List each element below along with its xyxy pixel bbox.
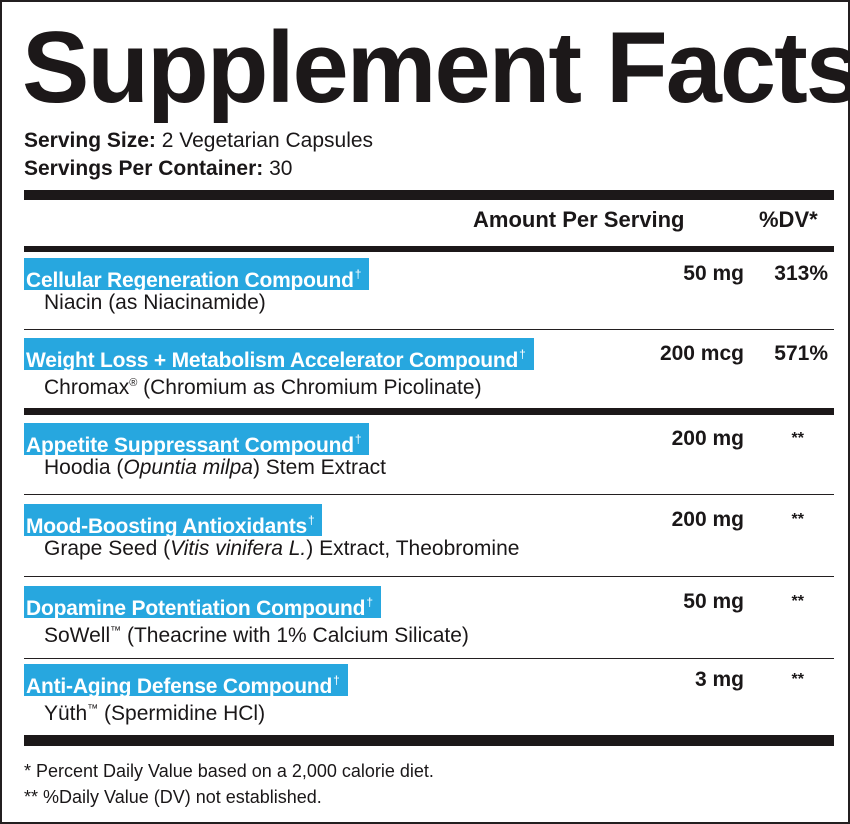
compound-label: Weight Loss + Metabolism Accelerator Com… bbox=[26, 349, 519, 372]
row-divider bbox=[24, 658, 834, 659]
amount-value: 200 mg bbox=[671, 427, 744, 450]
daily-value: ** bbox=[791, 671, 804, 688]
ingredient-text: ) Extract, Theobromine bbox=[306, 537, 520, 560]
ingredient-text: Chromax bbox=[44, 376, 130, 399]
botanical-name: Vitis vinifera L. bbox=[170, 537, 307, 560]
amount-per-serving-header: Amount Per Serving bbox=[473, 207, 685, 232]
section-thick-rule bbox=[24, 408, 834, 415]
servings-per-container-value: 30 bbox=[263, 157, 293, 180]
dagger-mark: † bbox=[354, 267, 362, 281]
row-divider bbox=[24, 329, 834, 330]
ingredient-text: Niacin (as Niacinamide) bbox=[44, 291, 266, 314]
panel-title: Supplement Facts bbox=[22, 12, 850, 124]
compound-name: Appetite Suppressant Compound† bbox=[24, 423, 370, 457]
dagger-mark: † bbox=[333, 673, 340, 687]
ingredient-text: (Theacrine with 1% Calcium Silicate) bbox=[121, 624, 469, 647]
botanical-name: Opuntia milpa bbox=[123, 456, 253, 479]
dagger-mark: † bbox=[307, 513, 315, 527]
ingredient-text: Grape Seed ( bbox=[44, 537, 171, 560]
serving-size-label: Serving Size: bbox=[24, 129, 156, 152]
trademark-mark: ™ bbox=[110, 625, 122, 637]
compound-name: Weight Loss + Metabolism Accelerator Com… bbox=[24, 338, 534, 372]
servings-per-container: Servings Per Container: 30 bbox=[24, 156, 292, 182]
compound-label: Appetite Suppressant Compound bbox=[26, 434, 354, 457]
dagger-mark: † bbox=[354, 432, 362, 446]
compound-label: Cellular Regeneration Compound bbox=[26, 269, 354, 292]
ingredient-text: ) Stem Extract bbox=[252, 456, 386, 479]
ingredient-detail: Grape Seed (Vitis vinifera L.) Extract, … bbox=[44, 536, 519, 562]
nutrient-row: Mood-Boosting Antioxidants† Grape Seed (… bbox=[24, 504, 834, 570]
nutrient-row: Dopamine Potentiation Compound† SoWell™ … bbox=[24, 586, 834, 652]
ingredient-text: Yüth bbox=[44, 702, 88, 725]
amount-value: 3 mg bbox=[694, 668, 744, 691]
nutrient-row: Anti-Aging Defense Compound† Yüth™ (Sper… bbox=[24, 664, 834, 730]
header-rule bbox=[24, 246, 834, 252]
serving-size: Serving Size: 2 Vegetarian Capsules bbox=[24, 128, 373, 154]
nutrient-row: Weight Loss + Metabolism Accelerator Com… bbox=[24, 338, 834, 404]
serving-size-value: 2 Vegetarian Capsules bbox=[155, 129, 374, 152]
amount-value: 50 mg bbox=[683, 590, 744, 613]
compound-name: Dopamine Potentiation Compound† bbox=[24, 586, 381, 620]
daily-value: 571% bbox=[774, 342, 828, 365]
top-thick-rule bbox=[24, 190, 834, 200]
ingredient-text: (Chromium as Chromium Picolinate) bbox=[137, 376, 482, 399]
daily-value-header: %DV* bbox=[759, 207, 818, 232]
nutrient-row: Appetite Suppressant Compound† Hoodia (O… bbox=[24, 423, 834, 489]
compound-label: Mood-Boosting Antioxidants bbox=[26, 515, 307, 538]
registered-mark: ® bbox=[129, 377, 138, 389]
amount-value: 200 mg bbox=[671, 508, 744, 531]
ingredient-detail: Chromax® (Chromium as Chromium Picolinat… bbox=[44, 370, 482, 401]
compound-name: Anti-Aging Defense Compound† bbox=[24, 664, 348, 698]
bottom-thick-rule bbox=[24, 735, 834, 746]
row-divider bbox=[24, 576, 834, 577]
footnote-not-established: ** %Daily Value (DV) not established. bbox=[24, 787, 322, 807]
ingredient-text: SoWell bbox=[44, 624, 111, 647]
trademark-mark: ™ bbox=[87, 703, 99, 715]
compound-label: Dopamine Potentiation Compound bbox=[26, 597, 366, 620]
dagger-mark: † bbox=[366, 595, 373, 609]
dagger-mark: † bbox=[519, 347, 526, 361]
ingredient-detail: Hoodia (Opuntia milpa) Stem Extract bbox=[44, 455, 386, 481]
ingredient-detail: Yüth™ (Spermidine HCl) bbox=[44, 696, 265, 727]
ingredient-detail: Niacin (as Niacinamide) bbox=[44, 290, 266, 316]
daily-value: ** bbox=[791, 430, 804, 447]
row-divider bbox=[24, 494, 834, 495]
amount-value: 50 mg bbox=[683, 262, 744, 285]
compound-name: Cellular Regeneration Compound† bbox=[24, 258, 370, 292]
daily-value: 313% bbox=[774, 262, 828, 285]
ingredient-text: Hoodia ( bbox=[44, 456, 124, 479]
footnote-daily-value: * Percent Daily Value based on a 2,000 c… bbox=[24, 761, 434, 781]
ingredient-text: (Spermidine HCl) bbox=[98, 702, 266, 725]
daily-value: ** bbox=[791, 511, 804, 528]
ingredient-detail: SoWell™ (Theacrine with 1% Calcium Silic… bbox=[44, 618, 469, 649]
daily-value: ** bbox=[791, 593, 804, 610]
compound-name: Mood-Boosting Antioxidants† bbox=[24, 504, 323, 538]
compound-label: Anti-Aging Defense Compound bbox=[26, 675, 333, 698]
servings-per-container-label: Servings Per Container: bbox=[24, 157, 264, 180]
nutrient-row: Cellular Regeneration Compound† Niacin (… bbox=[24, 258, 834, 324]
amount-value: 200 mcg bbox=[659, 342, 744, 365]
